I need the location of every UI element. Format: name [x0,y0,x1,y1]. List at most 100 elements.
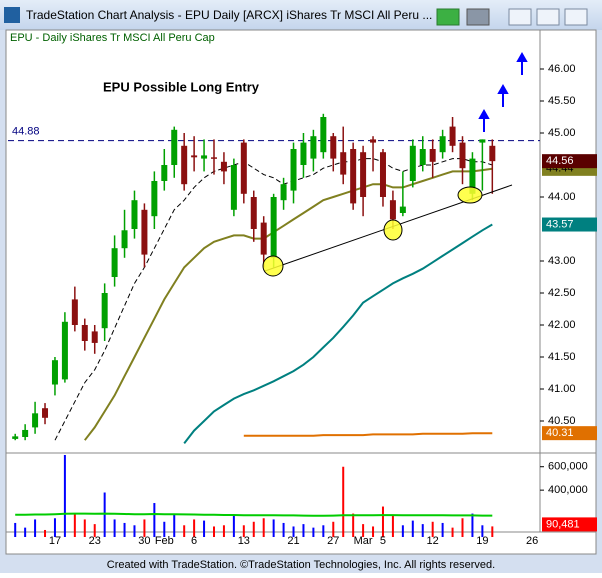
candle-body [230,165,237,210]
y-tick-label: 41.50 [548,351,576,363]
horizontal-line-label: 44.88 [12,126,40,138]
candle-body [270,197,277,258]
y-tick-label: 46.00 [548,63,576,75]
candle-body [290,149,297,191]
candle-body [330,136,337,159]
candle-body [91,331,98,343]
candle-body [479,139,486,143]
x-tick-label: Mar [354,535,373,547]
moving-average [84,167,493,441]
annotation: EPU Possible Long Entry [103,79,260,94]
y-tick-label: 40.50 [548,415,576,427]
candle-body [171,129,178,165]
candle-body [220,161,227,172]
candle-body [350,149,357,204]
candle-body [489,145,496,162]
candle-body [201,155,208,159]
x-tick-label: 27 [327,535,339,547]
last-volume-label-box [542,517,597,532]
candle-body [449,126,456,146]
drawing-tools [262,51,528,277]
y-tick-label: 41.00 [548,383,576,395]
candle-body [370,139,377,143]
candle-body [141,209,148,255]
moving-average [54,158,493,441]
candle-body [121,230,128,249]
y-tick-label: 42.50 [548,287,576,299]
candle-body [360,152,367,197]
chart-area [5,29,597,555]
arrow-head [497,83,509,94]
candle-body [389,200,396,220]
candle-body [42,408,49,418]
candle-body [191,155,198,158]
y-tick-label: 43.00 [548,255,576,267]
window-title: TradeStation Chart Analysis - EPU Daily … [26,8,432,22]
candle-body [399,206,406,213]
last-price-label-box [542,154,597,169]
last-value-label: 43.57 [546,218,574,230]
candle-body [310,136,317,159]
x-tick-label: 6 [191,535,197,547]
app-icon [4,7,20,23]
candle-body [71,299,78,325]
y-tick-label: 42.00 [548,319,576,331]
title-bar [0,0,602,30]
arrow-head [478,108,490,119]
candle-body [409,145,416,181]
minimize-button[interactable] [508,8,532,26]
candle-body [439,136,446,153]
x-tick-label: 21 [287,535,299,547]
y-tick-label: 400,000 [548,484,588,496]
x-tick-label: 26 [526,535,538,547]
last-value-label-box [542,217,597,232]
candle-body [32,413,39,428]
x-tick-label: Feb [155,535,174,547]
candle-body [240,142,247,194]
x-tick-label: 17 [49,535,61,547]
x-tick-label: 12 [427,535,439,547]
candle-body [250,197,257,229]
last-value-label: 40.31 [546,427,574,439]
maximize-button[interactable] [536,8,560,26]
candle-body [131,200,138,229]
x-tick-label: 13 [238,535,250,547]
candle-body [429,149,436,162]
candle-body [419,149,426,165]
candle-body [379,152,386,197]
candle-body [181,145,188,185]
candle-body [469,158,476,194]
close-button[interactable] [564,8,588,26]
candle-body [51,360,58,385]
candle-body [300,142,307,165]
candle-body [260,222,267,255]
arrows [478,51,528,132]
moving-average [183,223,493,445]
y-tick-label: 45.00 [548,127,576,139]
y-tick-label: 600,000 [548,461,588,473]
candle-body [211,157,217,159]
menu-button[interactable] [466,8,490,26]
x-tick-label: 5 [380,535,386,547]
candle-body [61,321,68,380]
candle-body [280,184,287,201]
candle-body [111,248,118,277]
candle-body [459,142,466,169]
highlight-circle [457,186,483,204]
candle-body [101,293,108,329]
y-tick-label: 45.50 [548,95,576,107]
s-button[interactable] [436,8,460,26]
x-tick-label: 19 [476,535,488,547]
chart-subtitle: EPU - Daily iShares Tr MSCI All Peru Cap [10,32,215,44]
y-tick-label: 44.00 [548,191,576,203]
candle-body [320,117,327,153]
x-tick-label: 23 [89,535,101,547]
x-tick-label: 30 [138,535,150,547]
last-price-label: 44.56 [546,155,574,167]
last-value-label-box [542,426,597,441]
candle-body [81,325,88,341]
highlight-circle [262,255,284,277]
arrow-head [516,51,528,62]
last-volume-label: 90,481 [546,518,580,530]
